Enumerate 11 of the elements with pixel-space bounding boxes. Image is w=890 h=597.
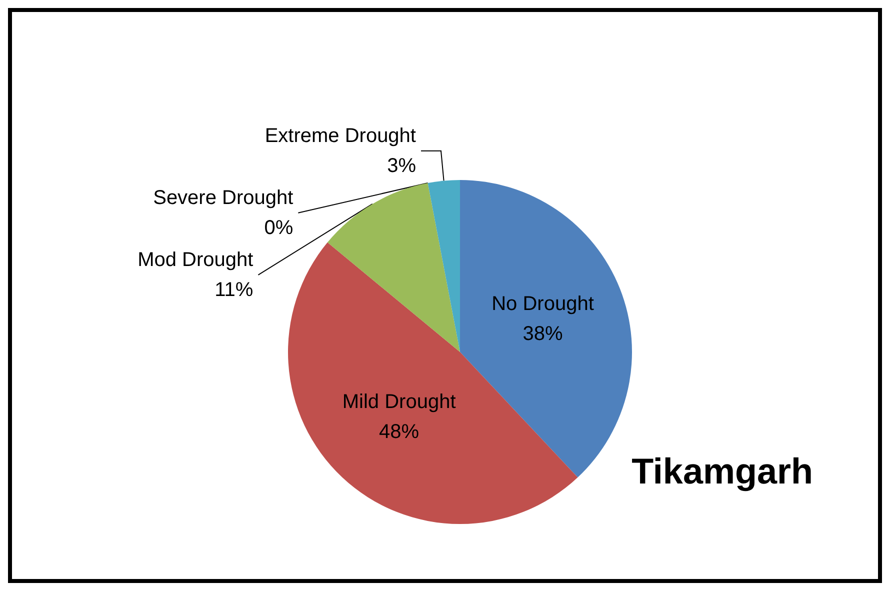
slice-label: Mild Drought <box>342 390 456 413</box>
slice-label: Extreme Drought <box>264 124 416 147</box>
slice-label: No Drought <box>492 293 594 316</box>
data-label: 38% <box>522 323 563 346</box>
data-label: 11% <box>214 278 254 301</box>
category-label: Severe Drought <box>153 186 294 209</box>
text: Tikamgarh <box>632 450 813 492</box>
data-label: 48% <box>379 420 420 443</box>
slice-label: Mod Drought <box>138 248 254 271</box>
data-label: 3% <box>387 154 416 177</box>
text: 0% <box>264 216 294 239</box>
